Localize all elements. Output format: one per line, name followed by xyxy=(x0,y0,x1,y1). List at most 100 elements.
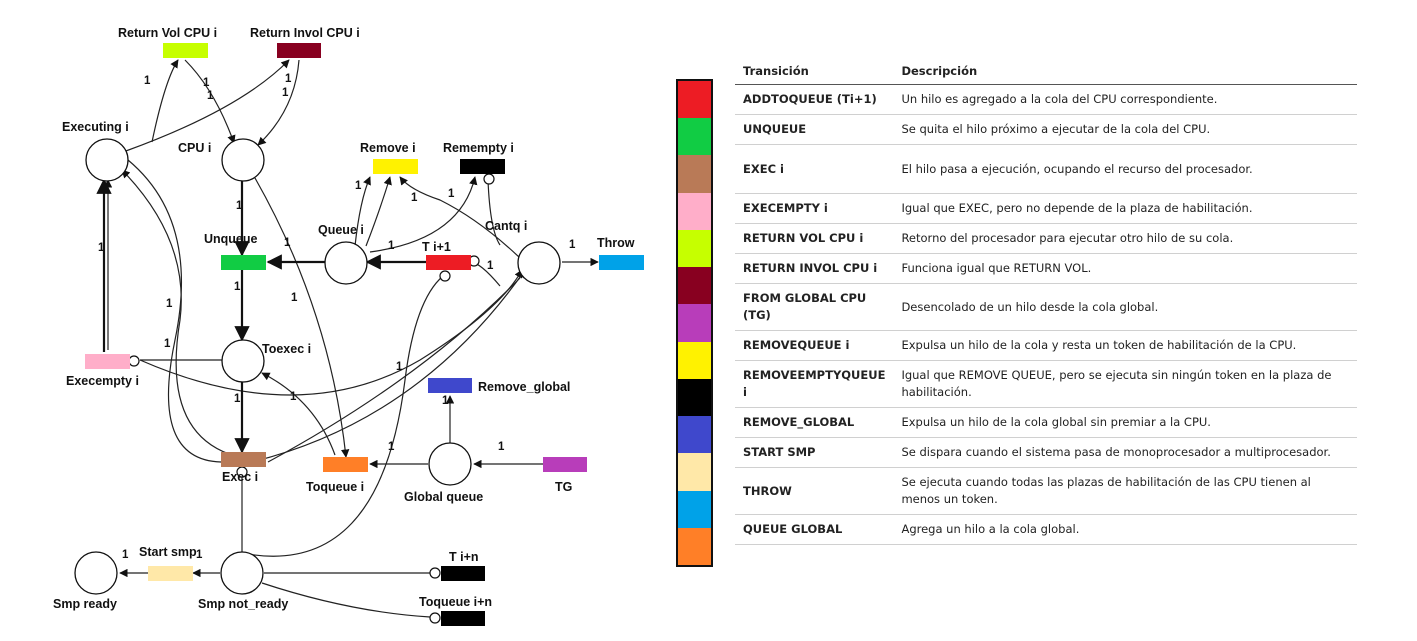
label-queue: Queue i xyxy=(318,223,364,237)
arc-executing-returnvol xyxy=(151,59,179,143)
legend-swatch xyxy=(678,453,711,491)
label-tin: T i+n xyxy=(449,550,479,564)
label-execempty: Execempty i xyxy=(66,374,139,388)
legend-swatch xyxy=(678,378,711,417)
transition-description: Se dispara cuando el sistema pasa de mon… xyxy=(893,437,1357,468)
main-arcs xyxy=(96,178,426,454)
place-cantq xyxy=(517,241,561,285)
weight-2: 1 xyxy=(203,77,210,89)
legend-swatch xyxy=(678,118,711,156)
arc-exec-cantq xyxy=(251,269,526,463)
transition-toqueue-in xyxy=(441,611,485,626)
label-remove-global: Remove_global xyxy=(478,380,570,394)
transition-ti1 xyxy=(426,255,471,270)
table-row: START SMP Se dispara cuando el sistema pa… xyxy=(735,437,1357,468)
weight-8: 1 xyxy=(448,188,455,200)
weight-16: 1 xyxy=(291,292,298,304)
weight-14: 1 xyxy=(98,242,105,254)
transition-name: REMOVE_GLOBAL xyxy=(735,407,894,438)
transition-name: EXECEMPTY i xyxy=(735,193,894,224)
table-row: RETURN INVOL CPU i Funciona igual que RET… xyxy=(735,253,1357,284)
labels: Return Vol CPU i Return Invol CPU i Exec… xyxy=(53,26,635,611)
transition-description: Se ejecuta cuando todas las plazas de ha… xyxy=(893,467,1357,515)
table-row: UNQUEUE Se quita el hilo próximo a ejecut… xyxy=(735,114,1357,145)
transition-description: Funciona igual que RETURN VOL. xyxy=(893,253,1357,284)
inhibitor-arcs xyxy=(128,173,495,624)
weight-18: 1 xyxy=(164,338,171,350)
transition-description: Un hilo es agregado a la cola del CPU co… xyxy=(893,84,1357,115)
label-global-queue: Global queue xyxy=(404,490,483,504)
table-row: EXECEMPTY i Igual que EXEC, pero no depen… xyxy=(735,193,1357,224)
transition-name: QUEUE GLOBAL xyxy=(735,514,894,545)
label-toexec: Toexec i xyxy=(262,342,311,356)
transition-start-smp xyxy=(148,566,193,581)
transition-return-vol xyxy=(163,43,208,58)
transition-description: El hilo pasa a ejecución, ocupando el re… xyxy=(893,144,1357,194)
place-smp-not-ready xyxy=(220,551,264,595)
weight-17: 1 xyxy=(166,298,173,310)
transition-description: Igual que EXEC, pero no depende de la pl… xyxy=(893,193,1357,224)
legend-swatch xyxy=(678,81,711,119)
legend-swatch xyxy=(678,527,711,566)
weight-24: 1 xyxy=(442,395,449,407)
label-throw: Throw xyxy=(597,236,635,250)
place-cpu xyxy=(221,138,265,182)
color-legend-bar xyxy=(676,79,713,567)
label-smp-not-ready: Smp not_ready xyxy=(198,597,288,611)
table-row: QUEUE GLOBAL Agrega un hilo a la cola glo… xyxy=(735,514,1357,545)
transition-name: ADDTOQUEUE (Ti+1) xyxy=(735,84,894,115)
label-remempty: Remempty i xyxy=(443,141,514,155)
label-tg: TG xyxy=(555,480,572,494)
weight-11: 1 xyxy=(388,240,395,252)
table-row: ADDTOQUEUE (Ti+1) Un hilo es agregado a l… xyxy=(735,84,1357,115)
weight-3: 1 xyxy=(207,90,214,102)
place-toexec xyxy=(221,339,265,383)
arc-cpu-toqueue xyxy=(254,177,350,458)
label-exec: Exec i xyxy=(222,470,258,484)
table-row: REMOVEQUEUE i Expulsa un hilo de la cola … xyxy=(735,330,1357,361)
weight-1: 1 xyxy=(144,75,151,87)
weight-10: 1 xyxy=(284,237,291,249)
legend-swatch xyxy=(678,192,711,230)
label-return-vol: Return Vol CPU i xyxy=(118,26,217,40)
weight-19: 1 xyxy=(396,361,403,373)
transition-description: Retorno del procesador para ejecutar otr… xyxy=(893,223,1357,254)
label-ti1: T i+1 xyxy=(422,240,451,254)
weight-12: 1 xyxy=(487,260,494,272)
arc-smp-toqueuein xyxy=(261,582,431,618)
transition-remempty xyxy=(460,159,505,174)
transition-name: REMOVEQUEUE i xyxy=(735,330,894,361)
transition-toqueue xyxy=(323,457,368,472)
transition-tg xyxy=(543,457,587,472)
transition-name: UNQUEUE xyxy=(735,114,894,145)
legend-swatch xyxy=(678,490,711,528)
arc-exec-executing-2 xyxy=(127,159,222,463)
transitions xyxy=(85,43,644,626)
weight-26: 1 xyxy=(196,549,203,561)
legend-swatch xyxy=(678,229,711,268)
legend-swatch xyxy=(678,416,711,454)
arc-weights: 1 1 1 1 1 1 1 1 1 1 1 1 1 1 1 1 1 1 1 1 … xyxy=(98,73,576,561)
arc-execempty-cantq xyxy=(139,269,523,396)
legend-swatch xyxy=(678,267,711,305)
table-row: THROW Se ejecuta cuando todas las plazas … xyxy=(735,467,1357,515)
label-executing: Executing i xyxy=(62,120,129,134)
transition-execempty xyxy=(85,354,130,369)
weight-7: 1 xyxy=(411,192,418,204)
weight-21: 1 xyxy=(290,391,297,403)
place-smp-ready xyxy=(74,551,118,595)
weight-5: 1 xyxy=(285,73,292,85)
arc-smp-ti1 xyxy=(241,275,444,557)
arcs xyxy=(103,59,599,618)
inhibitor-execempty xyxy=(128,355,140,367)
place-global-queue xyxy=(428,442,472,486)
weight-23: 1 xyxy=(498,441,505,453)
label-return-invol: Return Invol CPU i xyxy=(250,26,360,40)
label-cantq: Cantq i xyxy=(485,219,527,233)
arc-remempty-inhibitor xyxy=(487,179,501,246)
transition-unqueue xyxy=(221,255,266,270)
transition-description: Igual que REMOVE QUEUE, pero se ejecuta … xyxy=(893,360,1357,408)
petri-net-diagram: Return Vol CPU i Return Invol CPU i Exec… xyxy=(53,26,644,626)
inhibitor-remempty xyxy=(483,173,495,185)
label-smp-ready: Smp ready xyxy=(53,597,117,611)
